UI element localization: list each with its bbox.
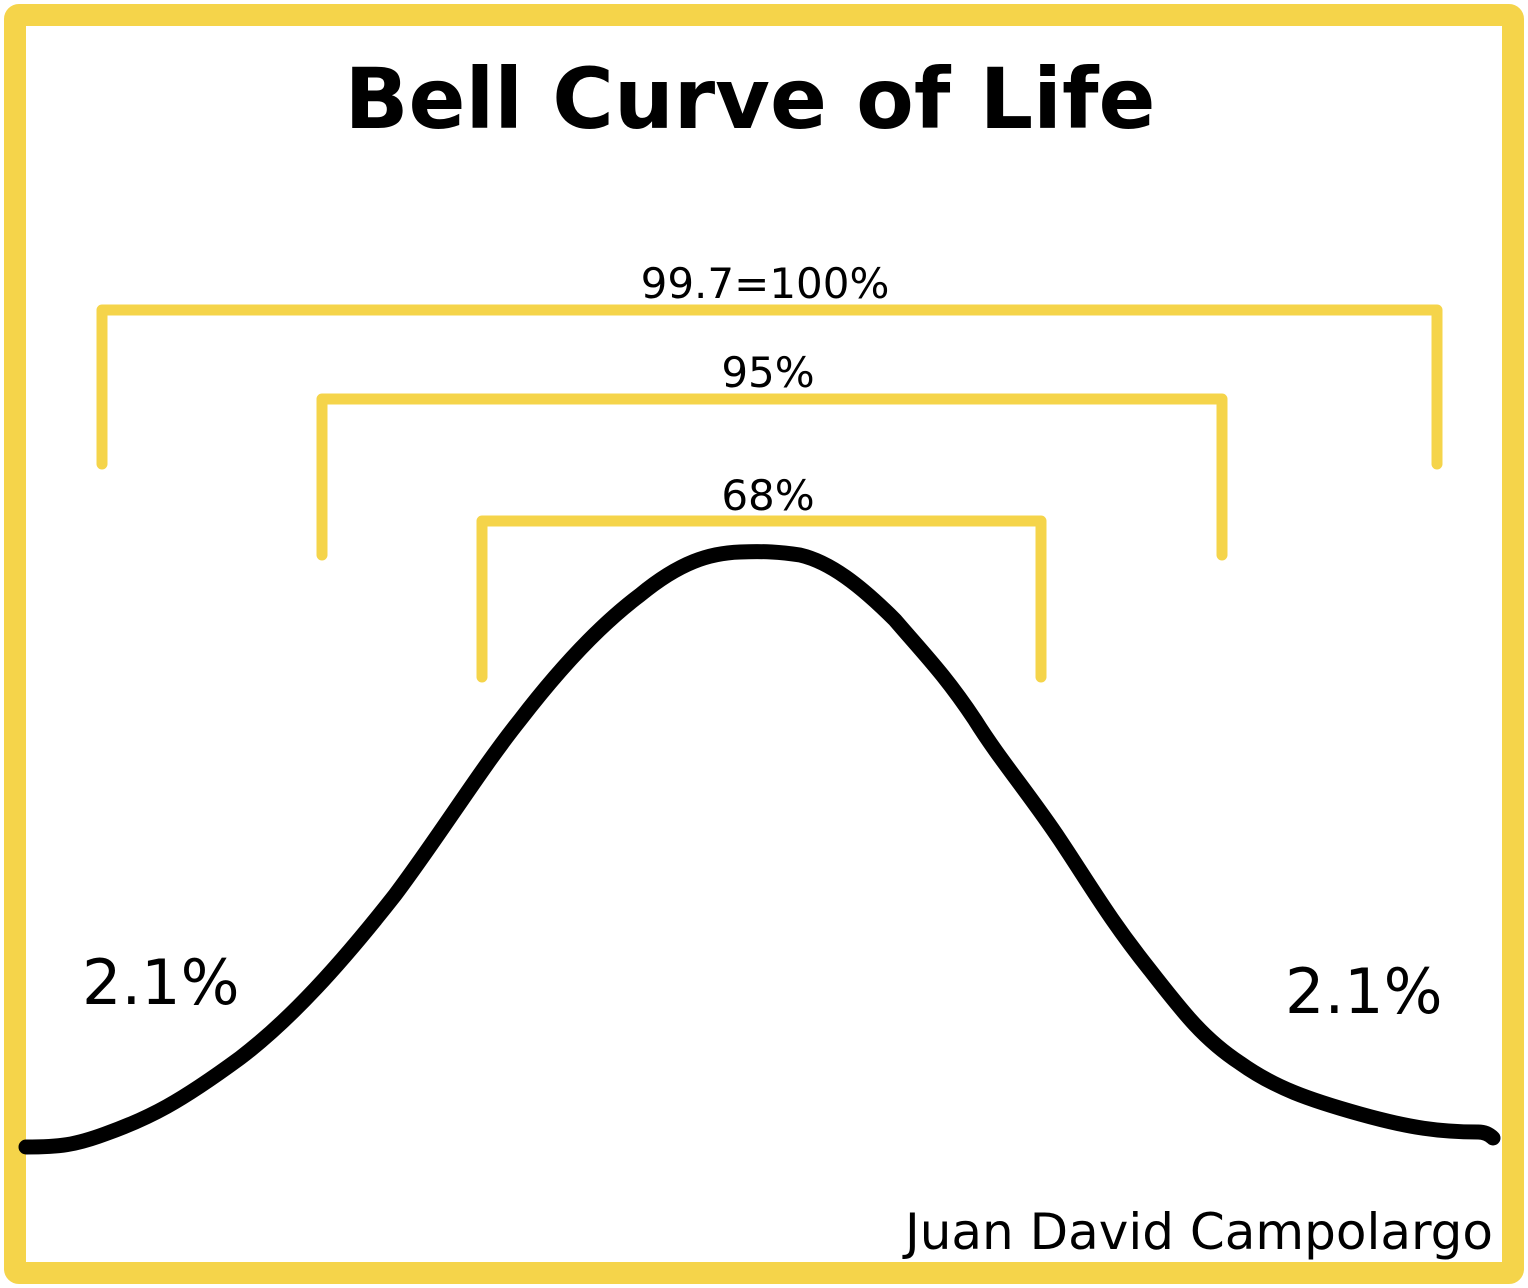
bell-curve-line [18,544,1501,1155]
left-tail-label: 2.1% [82,946,240,1019]
right-tail-label: 2.1% [1285,955,1443,1028]
author-credit: Juan David Campolargo [902,1203,1493,1261]
bracket-68-percent [476,515,1047,683]
diagram-title: Bell Curve of Life [344,50,1155,148]
bracket-95-percent [316,393,1228,561]
bracket-99-7-percent [96,304,1443,470]
bracket-99-7-percent-label: 99.7=100% [641,259,890,308]
bracket-68-percent-label: 68% [721,471,814,520]
bracket-95-percent-label: 95% [721,348,814,397]
